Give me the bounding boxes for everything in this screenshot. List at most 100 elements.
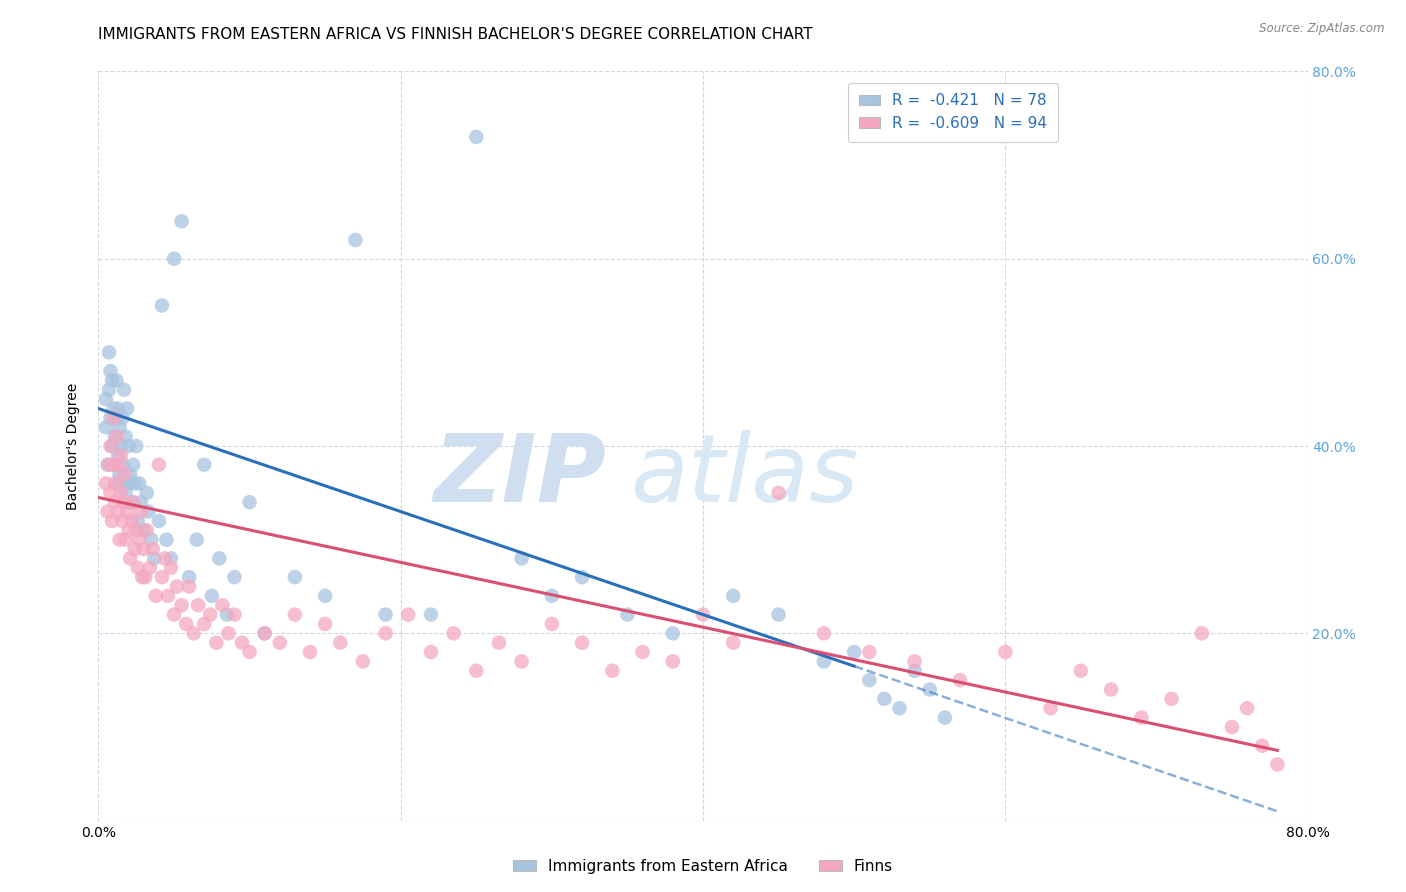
Point [142,542,165,557]
Point [103,458,125,472]
Point [129,505,152,519]
Point [143,551,166,566]
Point [949,673,972,688]
Point [125,524,148,538]
Point [314,589,336,603]
Point [134,570,156,584]
Point [131,570,153,584]
Point [510,655,533,669]
Point [224,607,246,622]
Point [94,392,117,407]
Point [284,570,307,584]
Point [904,664,927,678]
Y-axis label: Bachelor's Degree: Bachelor's Degree [66,383,80,509]
Point [98,383,121,397]
Point [118,439,141,453]
Point [94,476,117,491]
Point [120,551,142,566]
Legend: R =  -0.421   N = 78, R =  -0.609   N = 94: R = -0.421 N = 78, R = -0.609 N = 94 [848,83,1059,142]
Point [110,439,132,453]
Point [193,458,215,472]
Point [145,589,167,603]
Point [179,570,201,584]
Point [873,692,896,706]
Point [465,130,488,145]
Point [128,533,150,547]
Point [108,533,131,547]
Point [122,495,145,509]
Point [139,561,162,575]
Point [253,626,276,640]
Point [124,542,146,557]
Point [103,401,125,416]
Point [96,458,118,472]
Point [239,645,262,659]
Point [150,298,173,313]
Point [183,626,205,640]
Point [239,495,262,509]
Point [1039,701,1062,715]
Point [101,374,124,388]
Point [100,439,122,453]
Point [101,439,124,453]
Point [858,673,880,688]
Point [205,635,228,649]
Point [858,645,880,659]
Point [105,476,128,491]
Legend: Immigrants from Eastern Africa, Finns: Immigrants from Eastern Africa, Finns [508,853,898,880]
Point [813,655,835,669]
Point [166,580,188,594]
Point [813,626,835,640]
Point [1267,757,1289,772]
Point [994,645,1017,659]
Point [148,458,170,472]
Point [110,449,132,463]
Point [1191,626,1213,640]
Point [374,626,396,640]
Point [122,458,145,472]
Point [1130,710,1153,724]
Point [217,626,239,640]
Point [100,411,122,425]
Point [105,374,128,388]
Point [127,514,149,528]
Point [344,233,367,247]
Point [160,561,183,575]
Point [443,626,465,640]
Point [1070,664,1092,678]
Point [352,655,374,669]
Point [101,514,124,528]
Point [115,401,138,416]
Point [174,617,197,632]
Point [918,682,941,697]
Point [110,476,132,491]
Point [108,467,131,482]
Point [104,495,127,509]
Point [540,617,562,632]
Point [111,458,134,472]
Point [111,514,134,528]
Point [163,252,186,266]
Point [488,635,510,649]
Point [107,458,129,472]
Point [1160,692,1182,706]
Point [420,607,443,622]
Point [179,580,201,594]
Point [904,655,927,669]
Point [616,607,638,622]
Point [193,617,215,632]
Point [314,617,336,632]
Point [105,411,128,425]
Point [100,364,122,378]
Point [115,505,138,519]
Point [121,495,143,509]
Point [118,476,141,491]
Point [631,645,654,659]
Text: Source: ZipAtlas.com: Source: ZipAtlas.com [1260,22,1385,36]
Point [602,664,624,678]
Text: IMMIGRANTS FROM EASTERN AFRICA VS FINNISH BACHELOR'S DEGREE CORRELATION CHART: IMMIGRANTS FROM EASTERN AFRICA VS FINNIS… [98,27,813,42]
Point [170,599,193,613]
Point [104,476,127,491]
Point [111,411,134,425]
Point [1236,701,1258,715]
